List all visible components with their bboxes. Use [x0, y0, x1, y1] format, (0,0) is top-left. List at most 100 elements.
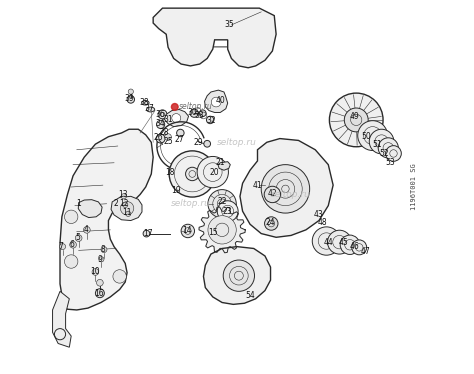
- Circle shape: [190, 109, 198, 117]
- Text: 10: 10: [90, 267, 100, 276]
- Circle shape: [158, 110, 167, 119]
- Text: 47: 47: [361, 246, 370, 255]
- Text: 9: 9: [98, 255, 103, 264]
- Text: 30: 30: [187, 108, 197, 117]
- Text: 19: 19: [171, 186, 180, 195]
- Circle shape: [99, 257, 104, 262]
- Text: 39: 39: [124, 94, 134, 103]
- Ellipse shape: [146, 107, 155, 112]
- Circle shape: [264, 217, 278, 230]
- Text: seltop.ru: seltop.ru: [171, 199, 210, 208]
- Circle shape: [217, 201, 238, 222]
- Circle shape: [127, 96, 135, 103]
- Text: 31: 31: [163, 115, 173, 124]
- Circle shape: [128, 89, 133, 94]
- Wedge shape: [174, 177, 182, 188]
- Circle shape: [164, 134, 172, 140]
- Text: 7: 7: [59, 242, 64, 251]
- Circle shape: [126, 211, 131, 217]
- Text: 32: 32: [206, 116, 216, 125]
- Text: 51: 51: [372, 140, 382, 148]
- Text: 17: 17: [143, 229, 152, 238]
- Circle shape: [75, 235, 82, 241]
- Text: 33: 33: [195, 111, 205, 120]
- Text: 36: 36: [156, 110, 165, 119]
- Text: 26: 26: [154, 132, 164, 142]
- Circle shape: [223, 260, 255, 291]
- Text: 38: 38: [140, 98, 149, 107]
- Circle shape: [344, 108, 368, 132]
- Circle shape: [95, 289, 104, 298]
- Circle shape: [352, 240, 367, 255]
- Text: 21: 21: [216, 158, 225, 167]
- Circle shape: [328, 230, 351, 254]
- Text: 1: 1: [76, 199, 81, 208]
- Circle shape: [120, 202, 134, 215]
- Text: 28: 28: [160, 129, 169, 138]
- Polygon shape: [218, 162, 230, 170]
- Text: 15: 15: [208, 228, 218, 237]
- Text: 45: 45: [338, 237, 348, 246]
- Text: 53: 53: [385, 158, 395, 167]
- Circle shape: [208, 216, 236, 244]
- Polygon shape: [111, 196, 142, 221]
- Text: 25: 25: [163, 137, 173, 146]
- Text: 27: 27: [174, 135, 184, 144]
- Text: 8: 8: [100, 245, 105, 254]
- Polygon shape: [240, 138, 333, 237]
- Circle shape: [378, 138, 398, 158]
- Text: 35: 35: [225, 21, 235, 30]
- Circle shape: [113, 270, 127, 283]
- Circle shape: [97, 279, 103, 286]
- Text: 42: 42: [268, 189, 277, 198]
- Text: 24: 24: [266, 218, 275, 227]
- Text: seltop.ru: seltop.ru: [217, 138, 257, 147]
- Text: 22: 22: [218, 197, 227, 206]
- Circle shape: [70, 241, 76, 248]
- Wedge shape: [202, 177, 211, 188]
- Text: 4: 4: [83, 226, 89, 234]
- Circle shape: [208, 190, 236, 218]
- Circle shape: [261, 165, 310, 213]
- Text: 23: 23: [223, 207, 233, 216]
- Polygon shape: [203, 246, 271, 304]
- Text: 12: 12: [119, 199, 129, 208]
- Circle shape: [101, 246, 107, 252]
- Text: 18: 18: [165, 168, 175, 177]
- Circle shape: [211, 97, 221, 107]
- Circle shape: [60, 243, 65, 249]
- Circle shape: [83, 227, 90, 233]
- Circle shape: [369, 129, 394, 154]
- Text: 41: 41: [253, 181, 262, 190]
- Circle shape: [169, 151, 215, 197]
- Polygon shape: [205, 90, 228, 113]
- Circle shape: [156, 134, 165, 143]
- Circle shape: [156, 120, 164, 129]
- Text: seltop.ru: seltop.ru: [179, 102, 213, 111]
- Polygon shape: [60, 129, 153, 310]
- Circle shape: [340, 235, 360, 254]
- FancyBboxPatch shape: [205, 13, 230, 47]
- Circle shape: [123, 202, 128, 208]
- FancyBboxPatch shape: [177, 13, 202, 47]
- Text: 37: 37: [145, 104, 155, 113]
- Ellipse shape: [142, 101, 149, 105]
- Text: 54: 54: [245, 291, 255, 300]
- Text: 6: 6: [70, 240, 75, 249]
- Text: 29: 29: [193, 138, 203, 147]
- Polygon shape: [164, 110, 189, 127]
- Text: 44: 44: [323, 237, 333, 246]
- Text: 52: 52: [379, 149, 389, 158]
- Circle shape: [172, 114, 181, 123]
- Wedge shape: [186, 154, 199, 162]
- Circle shape: [200, 110, 206, 117]
- Text: 48: 48: [318, 218, 328, 227]
- Circle shape: [177, 129, 184, 137]
- Circle shape: [64, 210, 78, 224]
- Circle shape: [312, 227, 341, 255]
- Circle shape: [197, 156, 228, 188]
- Text: 20: 20: [210, 168, 219, 177]
- Polygon shape: [199, 207, 245, 253]
- Text: seltop.ru: seltop.ru: [271, 190, 311, 199]
- Text: 40: 40: [215, 96, 225, 105]
